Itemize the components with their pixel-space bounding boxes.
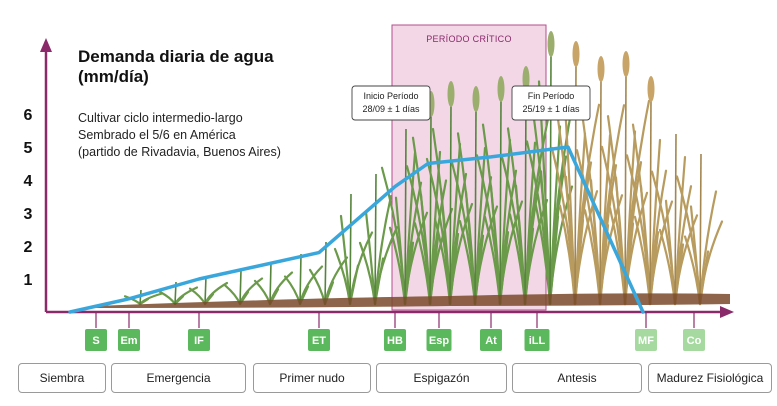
phase-box: Antesis bbox=[512, 363, 642, 393]
y-tick-labels: 1 2 3 4 5 6 bbox=[24, 107, 33, 289]
subtitle-line-2: Sembrado el 5/6 en América bbox=[78, 128, 236, 142]
end-period-title: Fin Período bbox=[528, 91, 575, 101]
wheat-plant bbox=[600, 51, 651, 306]
stage-label: Em bbox=[120, 335, 137, 347]
subtitle-line-3: (partido de Rivadavia, Buenos Aires) bbox=[78, 145, 281, 159]
start-period-date: 28/09 ± 1 días bbox=[363, 104, 420, 114]
stage-et: ET bbox=[308, 312, 330, 351]
chart-title-unit: (mm/día) bbox=[78, 67, 149, 86]
wheat-plant bbox=[550, 41, 601, 306]
phase-box: Primer nudo bbox=[253, 363, 371, 393]
stage-label: Co bbox=[687, 335, 702, 347]
stage-label: HB bbox=[387, 335, 403, 347]
wheat-plant bbox=[223, 269, 264, 306]
y-axis-arrow-icon bbox=[40, 38, 52, 52]
stage-if: IF bbox=[188, 312, 210, 351]
phase-box: Madurez Fisiológica bbox=[648, 363, 772, 393]
wheat-plant bbox=[123, 289, 164, 306]
y-tick-label: 3 bbox=[24, 206, 33, 223]
soil-strip bbox=[95, 293, 730, 308]
wheat-plant bbox=[380, 128, 429, 306]
water-demand-chart: PERÍODO CRÍTICO 1 2 3 4 5 6 Demanda diaria de… bbox=[24, 24, 734, 351]
x-axis-arrow-icon bbox=[720, 306, 734, 318]
phase-box: Siembra bbox=[18, 363, 106, 393]
y-tick-label: 4 bbox=[24, 173, 33, 190]
phase-box: Espigazón bbox=[376, 363, 507, 393]
start-period-title: Inicio Período bbox=[363, 91, 418, 101]
stage-hb: HB bbox=[384, 312, 406, 351]
y-tick-label: 2 bbox=[24, 239, 33, 256]
y-tick-label: 1 bbox=[24, 272, 33, 289]
stage-label: IF bbox=[194, 335, 204, 347]
stage-ill: iLL bbox=[524, 312, 550, 351]
wheat-plant bbox=[450, 86, 499, 306]
stage-label: ET bbox=[312, 335, 326, 347]
end-period-callout: Fin Período 25/19 ± 1 días bbox=[511, 85, 591, 121]
stage-s: S bbox=[85, 312, 107, 351]
y-tick-label: 6 bbox=[24, 107, 33, 124]
phase-box: Emergencia bbox=[111, 363, 246, 393]
stage-label: S bbox=[92, 335, 99, 347]
stage-label: Esp bbox=[429, 335, 449, 347]
stage-markers: S Em IF ET HB Esp At iLL MF Co bbox=[85, 312, 705, 351]
stage-mf: MF bbox=[635, 312, 657, 351]
end-period-date: 25/19 ± 1 días bbox=[523, 104, 580, 114]
wheat-plant bbox=[500, 66, 551, 306]
chart-title: Demanda diaria de agua bbox=[78, 47, 274, 66]
stage-label: iLL bbox=[529, 335, 546, 347]
wheat-plant bbox=[253, 261, 294, 306]
y-tick-label: 5 bbox=[24, 140, 33, 157]
stage-esp: Esp bbox=[426, 312, 452, 351]
water-demand-line bbox=[68, 145, 645, 314]
stage-co: Co bbox=[683, 312, 705, 351]
stage-at: At bbox=[480, 312, 502, 351]
subtitle-line-1: Cultivar ciclo intermedio-largo bbox=[78, 111, 243, 125]
stage-label: MF bbox=[638, 335, 654, 347]
critical-period-label: PERÍODO CRÍTICO bbox=[426, 34, 512, 44]
wheat-plant bbox=[358, 173, 399, 306]
stage-label: At bbox=[485, 335, 497, 347]
start-period-callout: Inicio Período 28/09 ± 1 días bbox=[351, 85, 431, 121]
stage-em: Em bbox=[118, 312, 140, 351]
